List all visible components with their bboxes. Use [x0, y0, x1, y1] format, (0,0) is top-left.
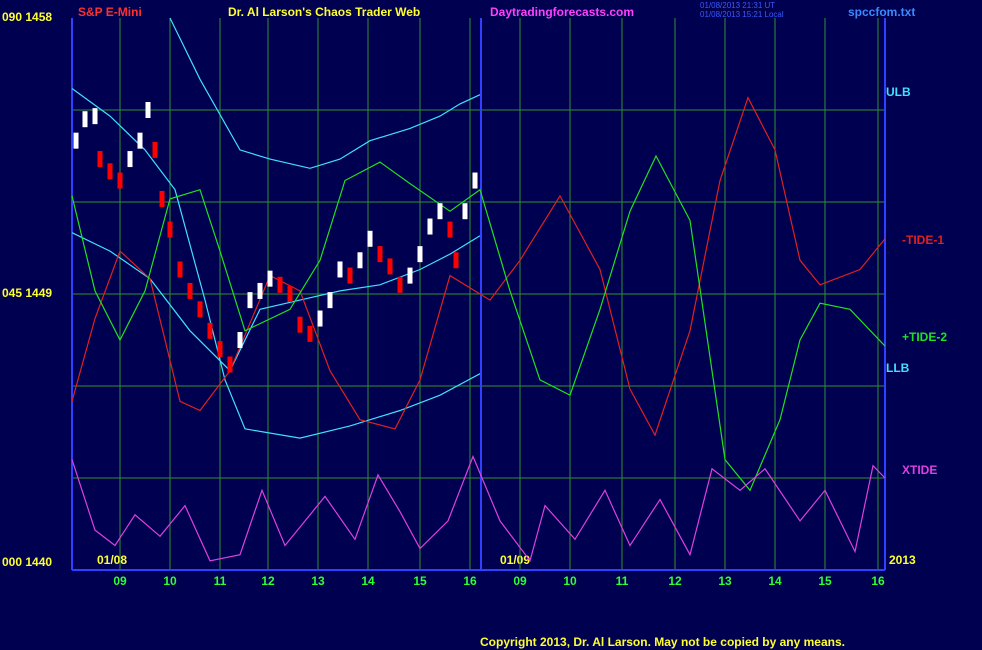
price-bar [207, 322, 213, 339]
price-bar [217, 341, 223, 358]
series-line [71, 454, 886, 563]
price-bar [152, 141, 158, 158]
timestamp: 01/08/2013 21:31 UT [700, 1, 775, 10]
price-bar [287, 286, 293, 302]
series-line [71, 154, 886, 492]
price-bar [427, 218, 433, 235]
y-tick-label: 090 1458 [2, 10, 52, 24]
price-bar [145, 102, 151, 118]
price-bar [73, 132, 79, 149]
x-tick-label: 10 [163, 574, 177, 588]
series-line [71, 96, 886, 437]
x-tick-label: 09 [513, 574, 527, 588]
chart-title: Dr. Al Larson's Chaos Trader Web [228, 5, 420, 19]
y-tick-label: 045 1449 [2, 286, 52, 300]
price-bar [82, 111, 88, 128]
price-bar [447, 221, 453, 238]
price-bar [347, 267, 353, 284]
x-tick-label: 11 [616, 574, 629, 588]
price-bar [462, 203, 468, 220]
price-bar [92, 108, 98, 125]
timestamp: 01/08/2013 15:21 Local [700, 10, 784, 19]
price-bar [437, 203, 443, 220]
file-name: spccfom.txt [848, 5, 915, 19]
price-bar [337, 261, 343, 278]
price-bar [297, 316, 303, 333]
price-bar [247, 292, 253, 309]
x-tick-label: 12 [668, 574, 682, 588]
price-bar [407, 267, 413, 284]
price-bar [257, 282, 263, 299]
site: Daytradingforecasts.com [490, 5, 634, 19]
x-tick-label: 09 [113, 574, 127, 588]
series-line [71, 232, 481, 372]
x-tick-label: 14 [361, 574, 375, 588]
x-tick-label: 13 [311, 574, 325, 588]
series-line [169, 17, 481, 169]
price-bar [387, 258, 393, 275]
price-bar [377, 246, 383, 263]
legend-label: LLB [886, 361, 910, 375]
price-bar [367, 230, 373, 247]
x-tick-label: 15 [818, 574, 832, 588]
price-bar [177, 261, 183, 278]
price-bar [453, 252, 459, 269]
y-tick-label: 000 1440 [2, 555, 52, 569]
date-label: 01/08 [97, 553, 127, 567]
copyright: Copyright 2013, Dr. Al Larson. May not b… [480, 635, 845, 649]
price-bar [107, 163, 113, 180]
legend-label: XTIDE [902, 463, 937, 477]
price-bar [267, 270, 273, 287]
price-bar [159, 190, 165, 207]
price-bar [127, 151, 133, 168]
price-bar [277, 276, 283, 293]
date-label: 2013 [889, 553, 916, 567]
x-tick-label: 13 [718, 574, 732, 588]
date-label: 01/09 [500, 553, 530, 567]
price-bar [307, 325, 313, 342]
legend-label: +TIDE-2 [902, 330, 947, 344]
x-tick-label: 12 [261, 574, 275, 588]
price-bar [187, 282, 193, 299]
price-bar [397, 276, 403, 293]
price-bar [167, 221, 173, 238]
price-bar [137, 132, 143, 149]
price-bar [117, 172, 123, 189]
x-tick-label: 15 [413, 574, 427, 588]
price-bar [417, 246, 423, 263]
price-bar [327, 292, 333, 309]
legend-label: ULB [886, 85, 911, 99]
price-bar [237, 332, 243, 348]
price-bar [472, 172, 478, 189]
price-bar [97, 151, 103, 168]
price-bar [357, 252, 363, 269]
x-tick-label: 14 [768, 574, 782, 588]
price-bar [197, 301, 203, 318]
legend-label: -TIDE-1 [902, 233, 944, 247]
x-tick-label: 10 [563, 574, 577, 588]
x-tick-label: 11 [214, 574, 227, 588]
price-bar [227, 356, 233, 373]
price-bar [317, 310, 323, 327]
x-tick-label: 16 [463, 574, 477, 588]
x-tick-label: 16 [871, 574, 885, 588]
instrument: S&P E-Mini [78, 5, 142, 19]
